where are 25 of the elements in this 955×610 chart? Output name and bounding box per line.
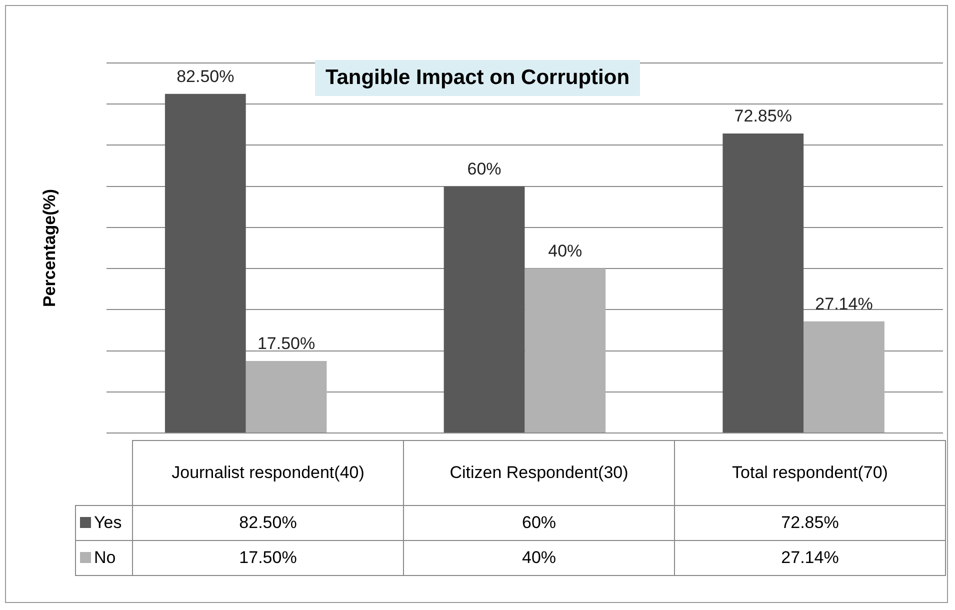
legend-label: No xyxy=(76,540,132,576)
text: 17.50% xyxy=(257,334,316,354)
text: 82.50% xyxy=(176,67,234,86)
bar xyxy=(524,268,606,432)
text: 60% xyxy=(467,160,502,179)
bar xyxy=(722,134,804,432)
bar xyxy=(246,361,327,432)
bar xyxy=(444,186,525,432)
data-label: 72.85% xyxy=(674,506,946,540)
data-label: 60% xyxy=(404,506,674,540)
text: 40% xyxy=(548,242,582,261)
y-axis-title: Percentage(%) xyxy=(40,188,59,308)
bar xyxy=(804,321,884,432)
text: 72.85% xyxy=(734,106,792,126)
text: 27.14% xyxy=(815,294,873,314)
x-tick-label: Citizen Respondent(30) xyxy=(404,440,674,506)
chart-title: Tangible Impact on Corruption xyxy=(315,60,640,96)
data-label: 17.50% xyxy=(132,540,404,576)
legend-label: Yes xyxy=(76,506,132,540)
data-label: 40% xyxy=(404,540,674,576)
data-label: 27.14% xyxy=(674,540,946,576)
bar xyxy=(164,94,246,432)
data-label: 82.50% xyxy=(132,506,404,540)
x-tick-label: Total respondent(70) xyxy=(674,440,946,506)
x-tick-label: Journalist respondent(40) xyxy=(132,440,404,506)
